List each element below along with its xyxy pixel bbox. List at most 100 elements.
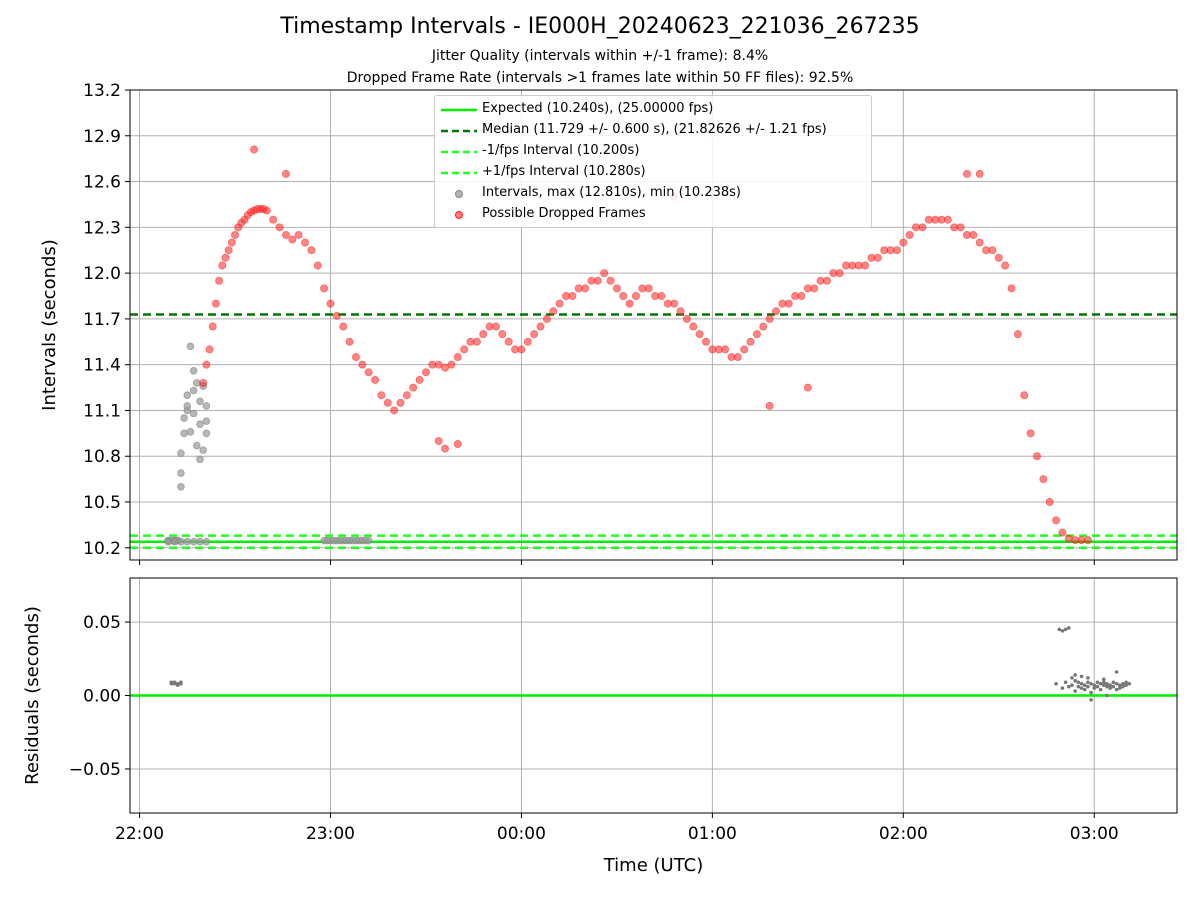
data-point — [196, 537, 204, 546]
data-point — [612, 284, 621, 293]
legend-marker-grey — [455, 190, 463, 198]
data-point — [364, 536, 373, 545]
data-point — [581, 284, 590, 293]
y-tick-label: 11.1 — [83, 401, 121, 421]
residuals-plot-area — [130, 626, 1177, 702]
data-point — [943, 215, 952, 224]
x-tick-label: 02:00 — [879, 824, 928, 844]
y-tick-label: 13.2 — [83, 81, 121, 101]
data-point — [1095, 684, 1100, 689]
data-point — [224, 246, 233, 255]
data-point — [1058, 528, 1067, 537]
data-point — [1063, 627, 1068, 632]
data-point — [1105, 681, 1109, 686]
data-point — [682, 314, 691, 323]
data-point — [221, 253, 230, 262]
data-point — [377, 391, 386, 400]
data-point — [1086, 676, 1090, 680]
data-point — [1124, 680, 1128, 685]
data-point — [1095, 680, 1100, 685]
data-point — [180, 429, 188, 438]
legend-line-dashed — [441, 171, 477, 175]
data-point — [549, 307, 558, 316]
y-tick-label: 10.8 — [83, 447, 121, 467]
data-point — [1121, 684, 1125, 689]
data-point — [676, 307, 685, 316]
data-point — [172, 680, 177, 685]
residuals-panel: −0.05 0.00 0.05 22:00 23:00 00:00 01:00 02:00 03… — [22, 577, 1178, 876]
data-point — [530, 330, 539, 339]
data-point — [1073, 689, 1077, 693]
data-point — [164, 537, 172, 546]
data-point — [568, 292, 577, 301]
data-point — [1076, 680, 1081, 685]
data-point — [441, 444, 450, 453]
data-point — [1070, 676, 1074, 680]
data-point — [625, 299, 634, 308]
data-point — [1086, 680, 1090, 685]
data-point — [196, 397, 204, 406]
data-point — [1007, 284, 1016, 293]
data-point — [183, 391, 192, 399]
data-point — [1079, 674, 1084, 679]
data-point — [358, 360, 367, 369]
data-point — [208, 322, 217, 331]
data-point — [772, 307, 781, 316]
data-point — [183, 402, 192, 410]
residuals-axes-frame — [129, 577, 1178, 814]
y-tick-label: −0.05 — [69, 760, 121, 780]
data-point — [447, 360, 456, 369]
data-point — [177, 482, 185, 491]
data-point — [988, 246, 997, 255]
data-point — [956, 223, 965, 232]
data-point — [962, 169, 971, 178]
data-point — [899, 238, 908, 247]
data-point — [351, 353, 360, 362]
data-point — [434, 360, 443, 369]
data-point — [1054, 681, 1058, 686]
data-point — [1124, 683, 1128, 688]
data-point — [969, 230, 978, 239]
data-point — [364, 368, 373, 377]
data-point — [600, 269, 609, 278]
legend-line-dashed — [441, 129, 477, 133]
data-point — [606, 276, 615, 285]
legend: Expected (10.240s), (25.00000 fps) Media… — [434, 95, 872, 228]
data-point — [196, 455, 204, 464]
x-tick-label: 03:00 — [1070, 824, 1119, 844]
data-point — [281, 169, 290, 178]
data-point — [396, 398, 405, 407]
data-point — [313, 261, 322, 270]
data-point — [275, 223, 284, 232]
data-point — [1108, 683, 1112, 688]
data-point — [183, 537, 192, 546]
x-tick-label: 01:00 — [688, 824, 737, 844]
data-point — [765, 314, 774, 323]
legend-label: Possible Dropped Frames — [482, 206, 646, 221]
data-point — [453, 353, 462, 362]
data-point — [695, 330, 704, 339]
data-point — [390, 406, 399, 415]
data-point — [1098, 681, 1103, 686]
data-point — [1063, 680, 1068, 685]
data-point — [202, 360, 211, 369]
data-point — [1105, 693, 1109, 698]
data-point — [1114, 687, 1119, 692]
data-point — [1102, 677, 1106, 682]
y-tick-label: 12.9 — [83, 127, 121, 147]
data-point — [383, 398, 392, 407]
data-point — [542, 314, 551, 323]
data-point — [810, 284, 819, 293]
y-tick-label: 0.05 — [83, 613, 121, 633]
legend-item-dropped: Possible Dropped Frames — [435, 205, 871, 225]
data-point — [326, 299, 335, 308]
data-point — [371, 375, 380, 384]
data-point — [873, 253, 882, 262]
legend-label: +1/fps Interval (10.280s) — [482, 164, 646, 179]
data-point — [835, 269, 844, 278]
data-point — [1076, 684, 1081, 689]
data-point — [189, 386, 198, 395]
data-point — [320, 284, 329, 293]
data-point — [536, 322, 545, 331]
